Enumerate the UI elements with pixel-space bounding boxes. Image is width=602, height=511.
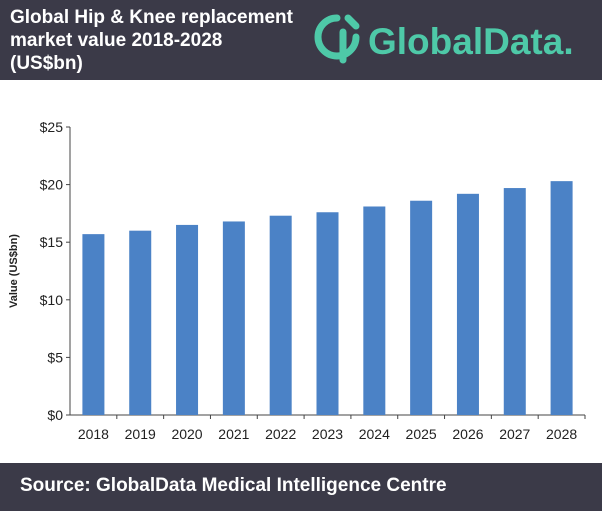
y-tick-label: $15 (40, 234, 64, 250)
bar-2019 (129, 230, 152, 415)
x-tick-label: 2028 (546, 426, 577, 442)
globaldata-logo-icon (314, 14, 360, 64)
bar-2026 (456, 193, 479, 415)
x-tick-label: 2025 (406, 426, 437, 442)
title-line-2: market value 2018-2028 (10, 30, 223, 51)
footer-banner: Source: GlobalData Medical Intelligence … (0, 463, 602, 511)
x-tick-label: 2023 (312, 426, 343, 442)
chart-area: $0 $5 $10 $15 $20 $25 Value (US$bn) 2018 2019 202… (0, 100, 602, 455)
logo-wordmark: GlobalData. (368, 21, 574, 62)
header-banner: Global Hip & Knee replacement market val… (0, 0, 602, 80)
bar-2018 (82, 234, 105, 415)
bar-2022 (269, 215, 292, 415)
y-tick-label: $5 (47, 349, 63, 365)
x-tick-label: 2022 (265, 426, 296, 442)
bar-2027 (503, 188, 526, 415)
x-tick-label: 2027 (499, 426, 530, 442)
bar-2025 (410, 200, 433, 415)
y-tick-label: $25 (40, 119, 64, 135)
y-tick-label: $10 (40, 292, 64, 308)
bar-chart: $0 $5 $10 $15 $20 $25 Value (US$bn) 2018 2019 202… (8, 119, 586, 442)
bar-2020 (176, 224, 199, 415)
source-note: Source: GlobalData Medical Intelligence … (20, 475, 447, 496)
title-line-3: (US$bn) (10, 53, 83, 74)
x-tick-label: 2020 (171, 426, 202, 442)
y-tick-label: $20 (40, 177, 64, 193)
x-tick-label: 2018 (78, 426, 109, 442)
x-tick-label: 2024 (359, 426, 390, 442)
x-tick-label: 2021 (218, 426, 249, 442)
y-tick-label: $0 (47, 407, 63, 423)
bar-2028 (550, 181, 573, 415)
x-tick-label: 2026 (452, 426, 483, 442)
x-tick-label: 2019 (125, 426, 156, 442)
title-line-1: Global Hip & Knee replacement (10, 7, 293, 28)
bar-2024 (363, 206, 386, 415)
bar-2021 (222, 221, 245, 415)
y-axis-label: Value (US$bn) (8, 234, 20, 308)
bar-2023 (316, 212, 339, 415)
chart-title: Global Hip & Knee replacement market val… (10, 6, 310, 75)
globaldata-logo: GlobalData. (312, 10, 597, 70)
